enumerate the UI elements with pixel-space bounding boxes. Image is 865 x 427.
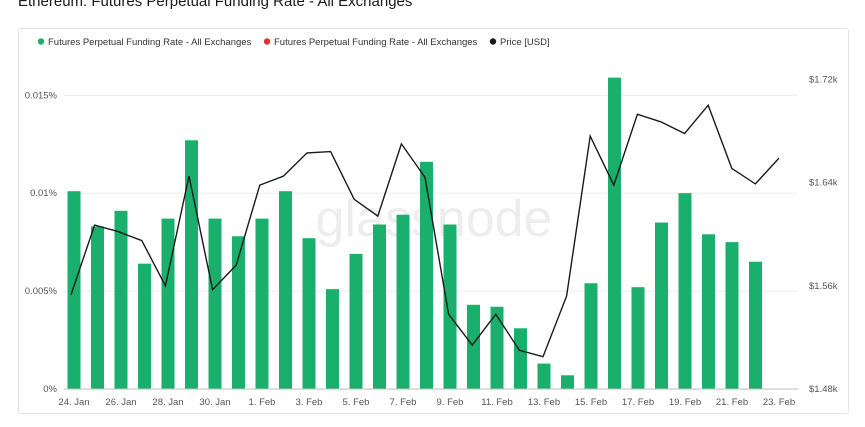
x-tick-label: 7. Feb xyxy=(390,397,417,408)
bar xyxy=(655,222,668,389)
legend-swatch-price xyxy=(489,38,497,45)
x-tick-label: 19. Feb xyxy=(669,397,701,408)
x-tick-label: 28. Jan xyxy=(152,397,183,408)
left-axis: 0% 0.005% 0.01% 0.015% xyxy=(25,90,58,395)
bar xyxy=(279,191,292,389)
legend-item-funding-red[interactable]: Futures Perpetual Funding Rate - All Exc… xyxy=(263,37,478,48)
legend-item-funding-green[interactable]: Futures Perpetual Funding Rate - All Exc… xyxy=(37,37,252,48)
bar xyxy=(349,253,363,389)
legend-label: Price [USD] xyxy=(500,37,550,48)
x-tick-label: 26. Jan xyxy=(105,397,136,408)
bar xyxy=(396,214,410,389)
chart-container xyxy=(18,28,849,414)
bar xyxy=(514,328,527,389)
bar xyxy=(631,287,645,389)
y-tick-label-left: 0.015% xyxy=(25,90,58,101)
x-tick-label: 9. Feb xyxy=(437,397,464,408)
x-tick-label: 1. Feb xyxy=(249,397,276,408)
bar xyxy=(91,226,104,389)
legend-label: Futures Perpetual Funding Rate - All Exc… xyxy=(274,37,478,48)
legend-swatch-green xyxy=(37,38,45,45)
x-tick-label: 15. Feb xyxy=(575,397,607,408)
bar xyxy=(749,261,762,389)
y-tick-label-left: 0.005% xyxy=(25,286,58,297)
bar xyxy=(326,289,339,389)
x-axis: 24. Jan 26. Jan 28. Jan 30. Jan 1. Feb 3. Feb… xyxy=(58,397,795,408)
bar xyxy=(302,238,316,389)
bar xyxy=(255,218,269,389)
x-tick-label: 5. Feb xyxy=(343,397,370,408)
bar xyxy=(678,193,692,389)
bar xyxy=(208,218,222,389)
x-tick-label: 13. Feb xyxy=(528,397,560,408)
y-tick-label-right: $1.64k xyxy=(809,178,838,189)
bar xyxy=(702,234,715,389)
bar xyxy=(67,191,81,389)
page-title: Ethereum: Futures Perpetual Funding Rate… xyxy=(18,0,413,10)
bar xyxy=(490,306,504,389)
bar xyxy=(185,140,198,389)
x-tick-label: 17. Feb xyxy=(622,397,654,408)
watermark: glassnode xyxy=(315,190,552,248)
legend-label: Futures Perpetual Funding Rate - All Exc… xyxy=(48,37,252,48)
x-tick-label: 23. Feb xyxy=(763,397,795,408)
bar xyxy=(584,283,598,389)
bar xyxy=(373,224,386,389)
legend-item-price[interactable]: Price [USD] xyxy=(489,37,550,48)
bar xyxy=(420,161,433,389)
bar xyxy=(443,224,457,389)
y-tick-label-left: 0% xyxy=(43,384,57,395)
bar xyxy=(114,210,128,389)
bar xyxy=(161,218,175,389)
x-tick-label: 21. Feb xyxy=(716,397,748,408)
legend: Futures Perpetual Funding Rate - All Exc… xyxy=(37,37,550,48)
y-tick-label-right: $1.72k xyxy=(809,74,838,85)
bar xyxy=(232,236,245,389)
bar xyxy=(608,77,621,389)
bar xyxy=(537,363,551,389)
bar xyxy=(467,304,480,389)
right-axis: $1.48k $1.56k $1.64k $1.72k xyxy=(809,74,838,395)
price-line xyxy=(70,103,780,358)
bar xyxy=(138,263,151,389)
y-tick-label-right: $1.56k xyxy=(809,281,838,292)
bar xyxy=(725,242,739,389)
x-tick-label: 30. Jan xyxy=(199,397,230,408)
legend-swatch-red xyxy=(263,38,271,45)
x-tick-label: 3. Feb xyxy=(296,397,323,408)
y-tick-label-left: 0.01% xyxy=(30,188,57,199)
x-tick-label: 24. Jan xyxy=(58,397,89,408)
bar xyxy=(561,375,574,389)
y-tick-label-right: $1.48k xyxy=(809,384,838,395)
x-tick-label: 11. Feb xyxy=(481,397,513,408)
